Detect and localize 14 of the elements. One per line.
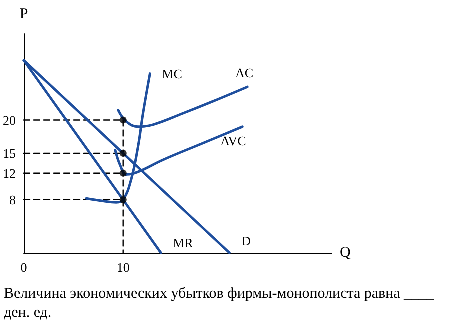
text: Величина экономических убытков фирмы-монополиста равна ____ ден. ед.: [4, 285, 436, 323]
series-label: MC: [162, 66, 182, 82]
y-axis-title: P: [20, 6, 28, 22]
series-label: D: [242, 234, 252, 248]
series-label: AC: [236, 66, 254, 81]
y-tick-label: 12: [3, 166, 16, 181]
y-tick-label: 15: [3, 146, 16, 161]
series-label: MR: [173, 236, 194, 250]
x-tick-label: 0: [20, 260, 28, 275]
x-tick-label: 10: [116, 260, 130, 275]
y-tick-label: 20: [3, 112, 16, 128]
x-axis-title: Q: [340, 245, 351, 261]
series-label: AVC: [220, 133, 246, 148]
y-tick-label: 8: [10, 192, 16, 208]
